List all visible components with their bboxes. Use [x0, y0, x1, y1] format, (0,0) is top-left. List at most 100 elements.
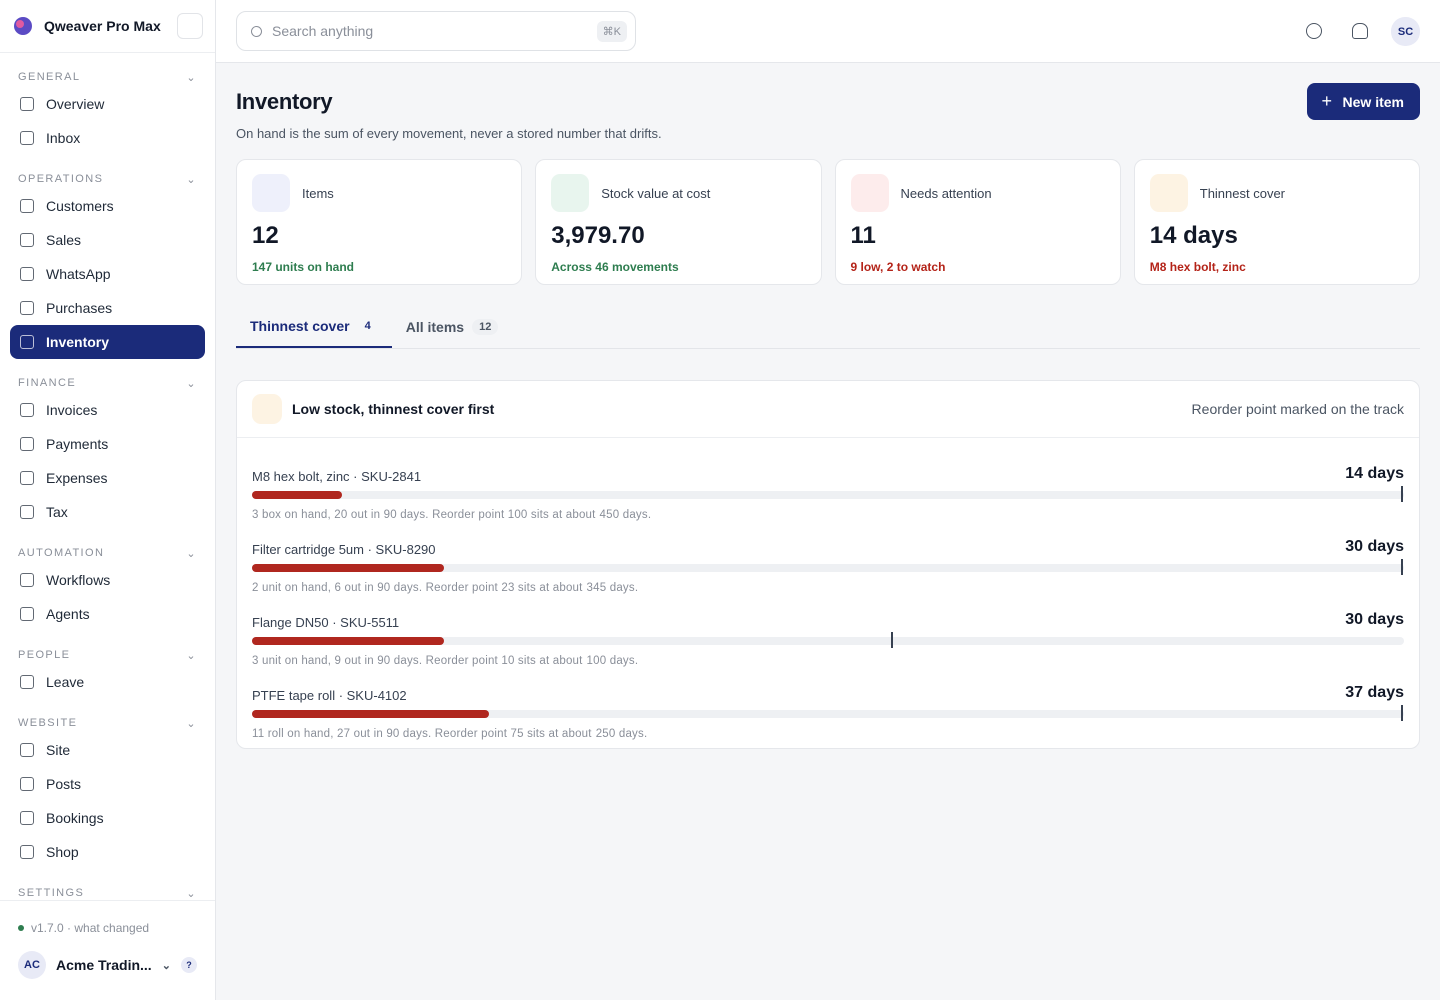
reorder-marker [1401, 559, 1403, 575]
collapse-button[interactable] [177, 13, 203, 39]
stat-icon [850, 174, 889, 212]
version[interactable]: v1.7.0 · what changed [18, 921, 197, 935]
cover-bar [252, 491, 342, 499]
stat-label: Stock value at cost [601, 185, 711, 201]
nav-item[interactable]: Bookings [10, 801, 205, 835]
nav-item[interactable]: Posts [10, 767, 205, 801]
item-name: PTFE tape roll · SKU-4102 [252, 688, 407, 703]
nav-item[interactable]: Purchases [10, 291, 205, 325]
nav-item[interactable]: Site [10, 733, 205, 767]
nav-section[interactable]: AUTOMATION ⌄ [10, 529, 205, 563]
nav-icon [20, 403, 34, 417]
nav-icon [20, 301, 34, 315]
nav-icon [20, 233, 34, 247]
stat-note: M8 hex bolt, zinc [1149, 260, 1246, 274]
nav-section-title: PEOPLE [18, 649, 71, 661]
stats: Items 12 147 units on hand Stock value at c… [236, 159, 1420, 285]
nav-section[interactable]: OPERATIONS ⌄ [10, 155, 205, 189]
tab[interactable]: Thinnest cover 4 [236, 305, 392, 348]
page-title: Inventory [236, 89, 333, 114]
logo [14, 17, 32, 35]
topbar: Search anything ⌘K SC [216, 0, 1440, 63]
stat-head: Stock value at cost [551, 174, 805, 212]
item-detail: 3 unit on hand, 9 out in 90 days. Reorde… [252, 655, 638, 667]
nav-label: Invoices [46, 402, 98, 418]
cover-track [252, 632, 1404, 648]
info-button[interactable] [1306, 23, 1322, 39]
search[interactable]: Search anything ⌘K [236, 11, 636, 51]
stat-card: Items 12 147 units on hand [236, 159, 523, 285]
cover-label: 30 days [1345, 611, 1404, 628]
stat-value: 3,979.70 [551, 222, 645, 249]
search-placeholder: Search anything [272, 23, 374, 39]
nav-icon [20, 97, 34, 111]
nav-icon [20, 267, 34, 281]
nav-section[interactable]: FINANCE ⌄ [10, 359, 205, 393]
notifications-button[interactable] [1352, 23, 1368, 39]
warning-icon [252, 394, 282, 424]
nav-icon [20, 845, 34, 859]
cover-label: 14 days [1345, 465, 1404, 482]
nav-item[interactable]: Overview [10, 87, 205, 121]
nav-label: Workflows [46, 572, 111, 588]
user-avatar[interactable]: SC [1391, 17, 1420, 46]
item-name: M8 hex bolt, zinc · SKU-2841 [252, 469, 422, 484]
nav-label: Leave [46, 674, 85, 690]
nav-item[interactable]: Workflows [10, 563, 205, 597]
nav-item[interactable]: Inventory [10, 325, 205, 359]
tab-label: Thinnest cover [250, 317, 350, 334]
nav-section-title: FINANCE [18, 377, 77, 389]
cover-label: 37 days [1345, 684, 1404, 701]
nav-icon [20, 471, 34, 485]
nav-section[interactable]: SETTINGS ⌄ [10, 869, 205, 900]
chevron: ⌄ [186, 72, 197, 84]
stat-label: Needs attention [900, 185, 992, 201]
nav-icon [20, 675, 34, 689]
nav: GENERAL ⌄ Overview Inbox OPERATIONS ⌄ Customer… [0, 53, 215, 900]
cover-track [252, 705, 1404, 721]
sidebar: Qweaver Pro Max GENERAL ⌄ Overview Inbox OPE… [0, 0, 216, 1000]
item-detail: 11 roll on hand, 27 out in 90 days. Reor… [252, 728, 647, 740]
nav-item[interactable]: Tax [10, 495, 205, 529]
nav-icon [20, 777, 34, 791]
chevron: ⌄ [186, 174, 197, 186]
nav-item[interactable]: Customers [10, 189, 205, 223]
nav-section[interactable]: WEBSITE ⌄ [10, 699, 205, 733]
nav-icon [20, 437, 34, 451]
stat-head: Needs attention [850, 174, 1105, 212]
nav-section[interactable]: GENERAL ⌄ [10, 53, 205, 87]
nav-label: Agents [46, 606, 90, 622]
nav-label: Inbox [46, 130, 81, 146]
nav-section-title: AUTOMATION [18, 547, 105, 559]
chevron: ⌄ [186, 378, 197, 390]
nav-section-title: SETTINGS [18, 887, 85, 899]
help-button[interactable]: ? [181, 957, 197, 973]
shortcut: ⌘K [596, 20, 627, 42]
nav-label: Purchases [46, 300, 113, 316]
rows: M8 hex bolt, zinc · SKU-2841 14 days 3 box… [237, 438, 1419, 748]
nav-item[interactable]: Invoices [10, 393, 205, 427]
nav-item[interactable]: Inbox [10, 121, 205, 155]
nav-section[interactable]: PEOPLE ⌄ [10, 631, 205, 665]
nav-item[interactable]: Payments [10, 427, 205, 461]
account[interactable]: AC Acme Tradin... ⌄ ? [18, 951, 197, 979]
nav-item[interactable]: Expenses [10, 461, 205, 495]
new-item-label: New item [1342, 93, 1404, 110]
nav-item[interactable]: Leave [10, 665, 205, 699]
stat-card: Stock value at cost 3,979.70 Across 46 mov… [535, 159, 822, 285]
stat-head: Thinnest cover [1149, 174, 1404, 212]
nav-item[interactable]: Sales [10, 223, 205, 257]
nav-item[interactable]: WhatsApp [10, 257, 205, 291]
tab[interactable]: All items 12 [392, 305, 513, 348]
nav-icon [20, 743, 34, 757]
reorder-cover: 250 days. [595, 728, 648, 740]
stock-row: Filter cartridge 5um · SKU-8290 30 days 2 … [252, 523, 1404, 596]
nav-label: Sales [46, 232, 82, 248]
nav-label: Shop [46, 844, 79, 860]
reorder-marker [1401, 486, 1403, 502]
item-name: Flange DN50 · SKU-5511 [252, 615, 400, 630]
nav-item[interactable]: Agents [10, 597, 205, 631]
nav-item[interactable]: Shop [10, 835, 205, 869]
new-item-button[interactable]: New item [1306, 83, 1420, 120]
